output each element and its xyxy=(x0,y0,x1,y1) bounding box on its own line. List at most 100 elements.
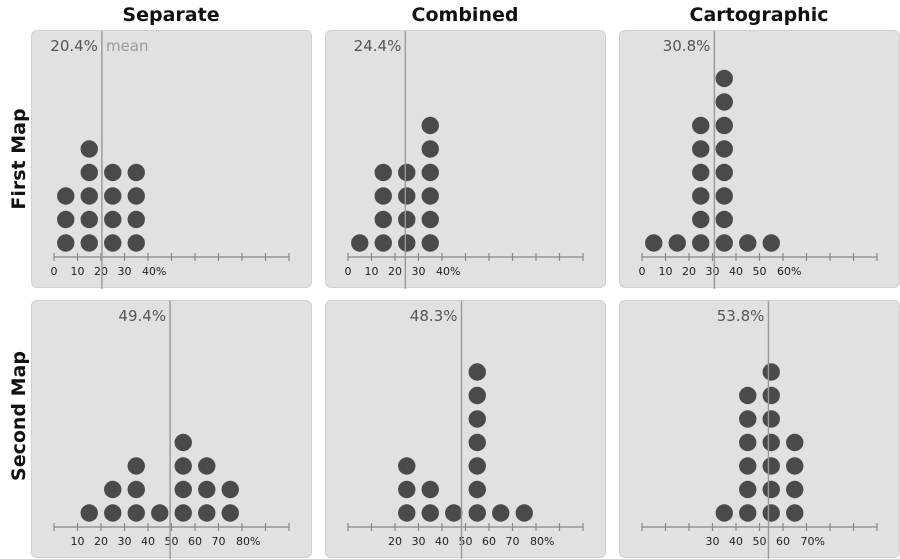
data-point-dot xyxy=(715,234,733,252)
panel-second-map-combined: 20 30 40 50 60 70 80% 48.3% xyxy=(325,300,606,559)
data-point-dot xyxy=(174,480,192,499)
data-point-dot xyxy=(739,386,757,405)
data-point-dot xyxy=(692,116,710,135)
x-tick-label: 30 xyxy=(706,265,720,278)
x-tick-label: 10 xyxy=(71,265,85,278)
x-tick-label: 40 xyxy=(435,535,449,548)
data-point-dot xyxy=(127,163,145,182)
data-point-dot xyxy=(468,386,486,405)
x-tick-label: 0 xyxy=(51,265,58,278)
dot-plot: 20 30 40 50 60 70 80% 48.3% xyxy=(347,301,584,559)
data-point-dot xyxy=(692,187,710,205)
data-point-dot xyxy=(80,140,98,158)
data-point-dot xyxy=(468,363,486,381)
data-point-dot xyxy=(468,457,486,475)
data-point-dot xyxy=(715,140,733,158)
data-point-dot xyxy=(421,504,439,522)
data-point-dot xyxy=(80,187,98,205)
data-point-dot xyxy=(739,433,757,452)
data-point-dot xyxy=(739,457,757,475)
x-tick-label: 60 xyxy=(482,535,496,548)
data-point-dot xyxy=(692,234,710,252)
panel-first-map-combined: 0 10 20 30 40% 24.4% xyxy=(325,30,606,289)
data-point-dot xyxy=(198,480,216,499)
data-point-dot xyxy=(762,457,780,475)
mean-note-label: mean xyxy=(106,37,149,55)
dot-plot: 0 10 20 30 40% 24.4% xyxy=(345,31,584,289)
x-tick-label: 40 xyxy=(729,535,743,548)
data-point-dot xyxy=(127,187,145,205)
data-point-dot xyxy=(398,480,416,499)
data-point-dot xyxy=(374,234,392,252)
data-point-dot xyxy=(104,210,122,229)
mean-value-label: 24.4% xyxy=(354,37,402,55)
data-point-dot xyxy=(421,234,439,252)
data-point-dot xyxy=(645,234,663,252)
x-tick-label: 30 xyxy=(412,535,426,548)
data-point-dot xyxy=(762,433,780,452)
data-point-dot xyxy=(351,234,369,252)
x-tick-label: 60% xyxy=(777,265,801,278)
data-point-dot xyxy=(421,140,439,158)
data-point-dot xyxy=(739,480,757,499)
mean-value-label: 20.4% xyxy=(50,37,98,55)
data-point-dot xyxy=(398,504,416,522)
x-tick-label: 50 xyxy=(753,265,767,278)
data-point-dot xyxy=(57,234,75,252)
data-point-dot xyxy=(786,504,804,522)
x-tick-label: 50 xyxy=(165,535,179,548)
x-tick-label: 40 xyxy=(141,535,155,548)
x-tick-label: 50 xyxy=(753,535,767,548)
data-point-dot xyxy=(468,480,486,499)
data-point-dot xyxy=(104,504,122,522)
data-point-dot xyxy=(57,210,75,229)
x-tick-label: 30 xyxy=(706,535,720,548)
data-point-dot xyxy=(221,480,239,499)
data-point-dot xyxy=(80,504,98,522)
data-point-dot xyxy=(739,504,757,522)
x-tick-label: 10 xyxy=(365,265,379,278)
data-point-dot xyxy=(127,234,145,252)
column-title-combined: Combined xyxy=(411,4,519,26)
data-point-dot xyxy=(374,163,392,182)
data-point-dot xyxy=(421,116,439,135)
row-title-second-map: Second Map xyxy=(8,351,30,481)
column-title-cartographic: Cartographic xyxy=(689,4,829,26)
data-point-dot xyxy=(57,187,75,205)
data-point-dot xyxy=(739,410,757,428)
data-point-dot xyxy=(127,210,145,229)
data-point-dot xyxy=(762,504,780,522)
panel-second-map-separate: 10 20 30 40 50 60 70 80% 49.4% xyxy=(31,300,312,559)
mean-value-label: 49.4% xyxy=(118,307,166,325)
x-tick-label: 80% xyxy=(530,535,554,548)
data-point-dot xyxy=(715,69,733,88)
data-point-dot xyxy=(174,457,192,475)
x-tick-label: 80% xyxy=(236,535,260,548)
data-point-dot xyxy=(468,504,486,522)
data-point-dot xyxy=(421,480,439,499)
data-point-dot xyxy=(104,234,122,252)
data-point-dot xyxy=(398,163,416,182)
data-point-dot xyxy=(786,433,804,452)
data-point-dot xyxy=(715,93,733,111)
dot-plot: 0 10 20 30 40 50 60% 30.8% xyxy=(639,31,878,289)
x-tick-label: 50 xyxy=(459,535,473,548)
data-point-dot xyxy=(398,187,416,205)
dot-plot: 10 20 30 40 50 60 70 80% 49.4% xyxy=(53,301,290,559)
data-point-dot xyxy=(715,116,733,135)
row-title-first-map: First Map xyxy=(8,108,30,210)
data-point-dot xyxy=(80,210,98,229)
x-tick-label: 20 xyxy=(94,535,108,548)
data-point-dot xyxy=(104,480,122,499)
dot-plot: 30 40 50 60 70% 53.8% xyxy=(641,301,878,559)
data-point-dot xyxy=(445,504,463,522)
x-tick-label: 20 xyxy=(388,265,402,278)
data-point-dot xyxy=(468,410,486,428)
data-point-dot xyxy=(374,187,392,205)
data-point-dot xyxy=(398,210,416,229)
data-point-dot xyxy=(762,363,780,381)
mean-value-label: 53.8% xyxy=(717,307,765,325)
x-tick-label: 20 xyxy=(682,265,696,278)
data-point-dot xyxy=(739,234,757,252)
x-tick-label: 30 xyxy=(118,535,132,548)
